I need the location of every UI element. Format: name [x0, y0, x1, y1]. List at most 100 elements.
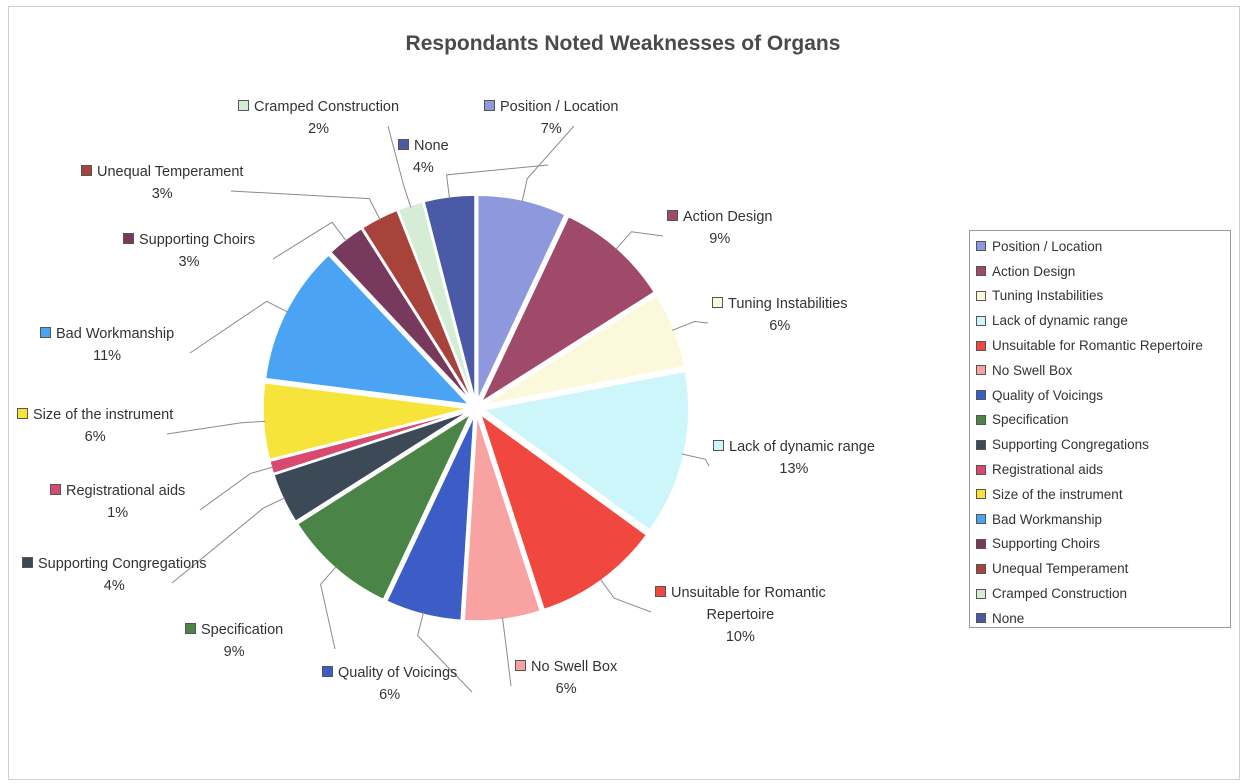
legend-item-none: None	[976, 606, 1230, 631]
data-label-percent: 1%	[107, 505, 129, 521]
leader-line-action-design	[615, 231, 664, 251]
data-label-percent: 6%	[769, 318, 791, 334]
data-label-percent: 6%	[379, 687, 401, 703]
data-label-percent: 9%	[709, 231, 731, 247]
legend-item-unsuitable-for-romantic-repertoire: Unsuitable for Romantic Repertoire	[976, 333, 1230, 358]
leader-line-none	[445, 164, 549, 199]
legend-item-quality-of-voicings: Quality of Voicings	[976, 383, 1230, 408]
leader-line-cramped-construction	[387, 125, 412, 208]
legend-swatch	[976, 563, 986, 574]
data-label-name: Position / Location	[500, 99, 619, 115]
legend-swatch	[976, 514, 986, 525]
legend-label: None	[992, 610, 1025, 626]
data-label-percent: 4%	[103, 578, 125, 594]
legend-swatch	[976, 365, 986, 376]
data-label-position-location: Position / Location 7%	[484, 96, 619, 140]
leader-line-size-of-the-instrument	[166, 420, 266, 435]
data-label-name: No Swell Box	[531, 659, 618, 675]
data-label-swatch	[484, 100, 495, 111]
legend-swatch	[976, 390, 986, 401]
data-label-lack-of-dynamic-range: Lack of dynamic range 13%	[713, 436, 875, 480]
legend-item-lack-of-dynamic-range: Lack of dynamic range	[976, 308, 1230, 333]
data-label-action-design: Action Design 9%	[667, 206, 772, 250]
legend-label: Quality of Voicings	[992, 387, 1104, 403]
data-label-cramped-construction: Cramped Construction 2%	[238, 96, 399, 140]
legend-swatch	[976, 266, 986, 277]
legend-item-cramped-construction: Cramped Construction	[976, 581, 1230, 606]
data-label-swatch	[713, 440, 724, 451]
legend-label: Lack of dynamic range	[992, 313, 1128, 329]
legend-swatch	[976, 315, 986, 326]
data-label-name: Action Design	[683, 209, 773, 225]
legend-label: Unequal Temperament	[992, 561, 1129, 577]
legend-label: Bad Workmanship	[992, 511, 1103, 527]
data-label-percent: 4%	[412, 160, 434, 176]
legend-label: No Swell Box	[992, 362, 1073, 378]
data-label-percent: 9%	[223, 644, 245, 660]
data-label-name: Supporting Congregations	[38, 556, 207, 572]
legend-swatch	[976, 464, 986, 475]
leader-line-tuning-instabilities	[671, 320, 709, 331]
legend-item-bad-workmanship: Bad Workmanship	[976, 507, 1230, 532]
data-label-swatch	[185, 623, 196, 634]
leader-line-supporting-choirs	[272, 221, 348, 260]
legend-item-specification: Specification	[976, 408, 1230, 433]
leader-line-unsuitable-for-romantic-repertoire	[599, 578, 652, 613]
legend-swatch	[976, 241, 986, 252]
data-label-swatch	[238, 100, 249, 111]
legend-swatch	[976, 340, 986, 351]
legend-item-action-design: Action Design	[976, 259, 1230, 284]
data-label-percent: 13%	[779, 461, 809, 477]
data-label-no-swell-box: No Swell Box 6%	[515, 656, 617, 700]
legend-label: Supporting Congregations	[992, 437, 1149, 453]
chart-title: Respondants Noted Weaknesses of Organs	[405, 32, 841, 55]
leader-line-no-swell-box	[501, 617, 512, 687]
data-label-name: Cramped Construction	[254, 99, 400, 115]
data-label-swatch	[667, 210, 678, 221]
data-label-specification: Specification 9%	[185, 619, 283, 663]
data-label-name: Unequal Temperament	[97, 164, 244, 180]
leader-line-supporting-congregations	[171, 497, 286, 584]
legend-swatch	[976, 538, 986, 549]
data-label-name: Supporting Choirs	[139, 232, 256, 248]
data-label-none: None 4%	[398, 135, 449, 179]
data-label-supporting-congregations: Supporting Congregations 4%	[22, 553, 206, 597]
legend-item-tuning-instabilities: Tuning Instabilities	[976, 284, 1230, 309]
data-label-percent: 10%	[725, 629, 755, 645]
legend-label: Tuning Instabilities	[992, 288, 1104, 304]
leader-line-quality-of-voicings	[417, 612, 473, 693]
legend-label: Supporting Choirs	[992, 536, 1101, 552]
leader-line-unequal-temperament	[230, 190, 381, 221]
leader-line-position-location	[521, 125, 575, 203]
data-label-supporting-choirs: Supporting Choirs 3%	[123, 229, 255, 273]
data-label-swatch	[40, 327, 51, 338]
data-label-percent: 3%	[151, 186, 173, 202]
data-label-swatch	[712, 297, 723, 308]
leader-line-registrational-aids	[199, 466, 274, 511]
legend-item-unequal-temperament: Unequal Temperament	[976, 556, 1230, 581]
data-label-percent: 7%	[540, 121, 562, 137]
data-label-name-line2: Repertoire	[706, 607, 775, 623]
data-label-quality-of-voicings: Quality of Voicings 6%	[322, 662, 457, 706]
legend-swatch	[976, 439, 986, 450]
data-label-registrational-aids: Registrational aids 1%	[50, 480, 185, 524]
data-label-name: Quality of Voicings	[338, 665, 458, 681]
data-label-tuning-instabilities: Tuning Instabilities 6%	[712, 293, 848, 337]
legend-swatch	[976, 414, 986, 425]
data-label-size-of-the-instrument: Size of the instrument 6%	[17, 404, 173, 448]
data-label-swatch	[655, 586, 666, 597]
legend-label: Specification	[992, 412, 1069, 428]
data-label-swatch	[22, 557, 33, 568]
data-label-swatch	[50, 484, 61, 495]
data-label-name: Registrational aids	[66, 483, 186, 499]
leader-line-bad-workmanship	[189, 300, 289, 354]
data-label-percent: 6%	[84, 429, 106, 445]
data-label-name: Size of the instrument	[33, 407, 174, 423]
legend-label: Position / Location	[992, 238, 1103, 254]
legend-swatch	[976, 613, 986, 624]
legend-swatch	[976, 489, 986, 500]
legend-label: Action Design	[992, 263, 1076, 279]
legend-item-supporting-choirs: Supporting Choirs	[976, 532, 1230, 557]
data-label-swatch	[515, 660, 526, 671]
